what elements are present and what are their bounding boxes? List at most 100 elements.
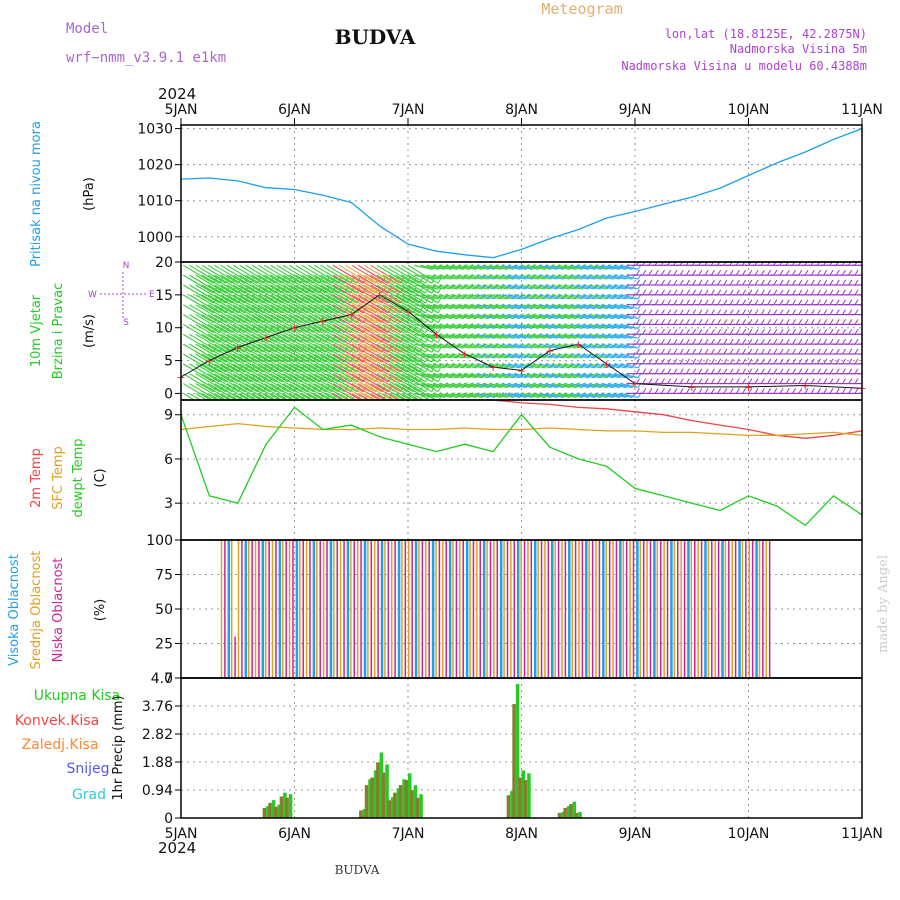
wind-barb-flag (804, 299, 809, 305)
wind-barb-flag (854, 289, 859, 296)
wind-barb (595, 373, 614, 379)
wind-barb (364, 264, 395, 284)
wind-barb-flag (642, 348, 647, 355)
wind-barb (514, 274, 533, 280)
wind-barb (532, 363, 551, 369)
wind-barb-flag (748, 279, 753, 286)
precip-label-frz: Zaledj.Kisa (22, 737, 99, 753)
wind-barb-flag (773, 289, 778, 296)
cloud-bar (431, 540, 435, 678)
wind-barb (457, 294, 477, 300)
wind-barb-flag (698, 378, 703, 384)
wind-barb-flag (717, 289, 722, 296)
wind-barb (576, 373, 595, 379)
wind-barb (376, 373, 408, 393)
wind-barb-flag (748, 299, 753, 305)
wind-barb-flag (829, 319, 834, 325)
wind-barb (388, 343, 420, 363)
wind-barb (320, 323, 351, 343)
wind-barb-flag (867, 349, 870, 354)
wind-barb (595, 274, 614, 280)
wind-barb (201, 392, 215, 400)
wind-barb (601, 363, 620, 369)
cloud-bar (578, 540, 580, 678)
wind-barb-flag (642, 289, 647, 296)
wind-barb (457, 392, 477, 398)
wind-barb (526, 284, 545, 290)
wind-barb (295, 284, 326, 304)
wind-speed-marker: + (744, 381, 753, 394)
wind-barb-flag (692, 299, 697, 305)
wind-barb (195, 304, 227, 324)
wind-barb-flag (282, 406, 285, 411)
wind-barb-flag (835, 388, 840, 394)
wind-barb (332, 323, 364, 343)
wind-barb-flag (307, 406, 310, 411)
wind-barb-flag (692, 279, 697, 286)
wind-barb (495, 343, 514, 349)
wind-barb (401, 323, 433, 343)
wind-barb (307, 284, 339, 304)
wind-barb (476, 343, 495, 349)
wind-barb (388, 363, 420, 383)
wind-barb (357, 294, 389, 314)
wind-barb (232, 373, 264, 393)
wind-barb (357, 363, 389, 383)
wind-barb-flag (698, 309, 703, 315)
wind-barb-flag (842, 309, 846, 315)
wind-barb (282, 373, 314, 393)
wind-barb (388, 264, 420, 284)
x-tick-label-top: 7JAN (392, 102, 425, 118)
precip-conv-bar (393, 792, 397, 818)
wind-barb (507, 383, 526, 389)
cloud-bar (268, 540, 270, 678)
compass-e: E (149, 290, 155, 300)
wind-barb-flag (673, 269, 678, 276)
wind-barb-flag (232, 406, 235, 411)
wind-barb (457, 274, 477, 280)
wind-barb (289, 294, 320, 314)
wind-barb (432, 383, 452, 389)
wind-barb-flag (810, 378, 815, 384)
wind-barb-flag (754, 289, 759, 296)
wind-barb (588, 294, 608, 300)
wind-barb-flag (679, 338, 684, 345)
wind-barb (357, 373, 389, 393)
wind-barb-flag (767, 319, 772, 325)
wind-barb (582, 392, 601, 398)
wind-barb (457, 383, 477, 389)
wind-barb (207, 314, 239, 334)
wind-barb (276, 264, 308, 284)
wind-barb (370, 392, 383, 400)
wind-barb-flag (661, 368, 665, 374)
wind-barb (426, 343, 445, 349)
cloud-bar (649, 540, 652, 678)
wind-barb-flag (382, 406, 385, 411)
wind-barb-flag (438, 406, 441, 411)
wind-barb (270, 353, 301, 373)
wind-barb (582, 284, 601, 290)
wind-barb-flag (792, 329, 796, 335)
wind-barb-flag (798, 329, 803, 335)
wind-barb-flag (754, 279, 759, 286)
wind-barb-flag (426, 406, 429, 411)
wind-barb-flag (717, 348, 722, 355)
wind-barb-flag (704, 358, 709, 365)
wind-barb (520, 264, 539, 270)
wind-barb (613, 333, 633, 339)
wind-barb-flag (723, 348, 728, 355)
wind-barb (489, 314, 508, 320)
cloud-bar (568, 540, 571, 678)
wind-barb-flag (735, 368, 740, 374)
cloud-bar (762, 540, 764, 678)
wind-barb (489, 264, 508, 270)
wind-barb (401, 294, 433, 314)
cloud-bar (530, 540, 533, 678)
wind-barb-flag (648, 269, 653, 276)
wind-barb (439, 264, 458, 270)
wind-barb (314, 274, 345, 294)
wind-barb-flag (792, 269, 796, 276)
station-title: BUDVA (335, 25, 416, 49)
wind-barb-flag (654, 348, 659, 355)
wind-barb-flag (848, 262, 852, 266)
